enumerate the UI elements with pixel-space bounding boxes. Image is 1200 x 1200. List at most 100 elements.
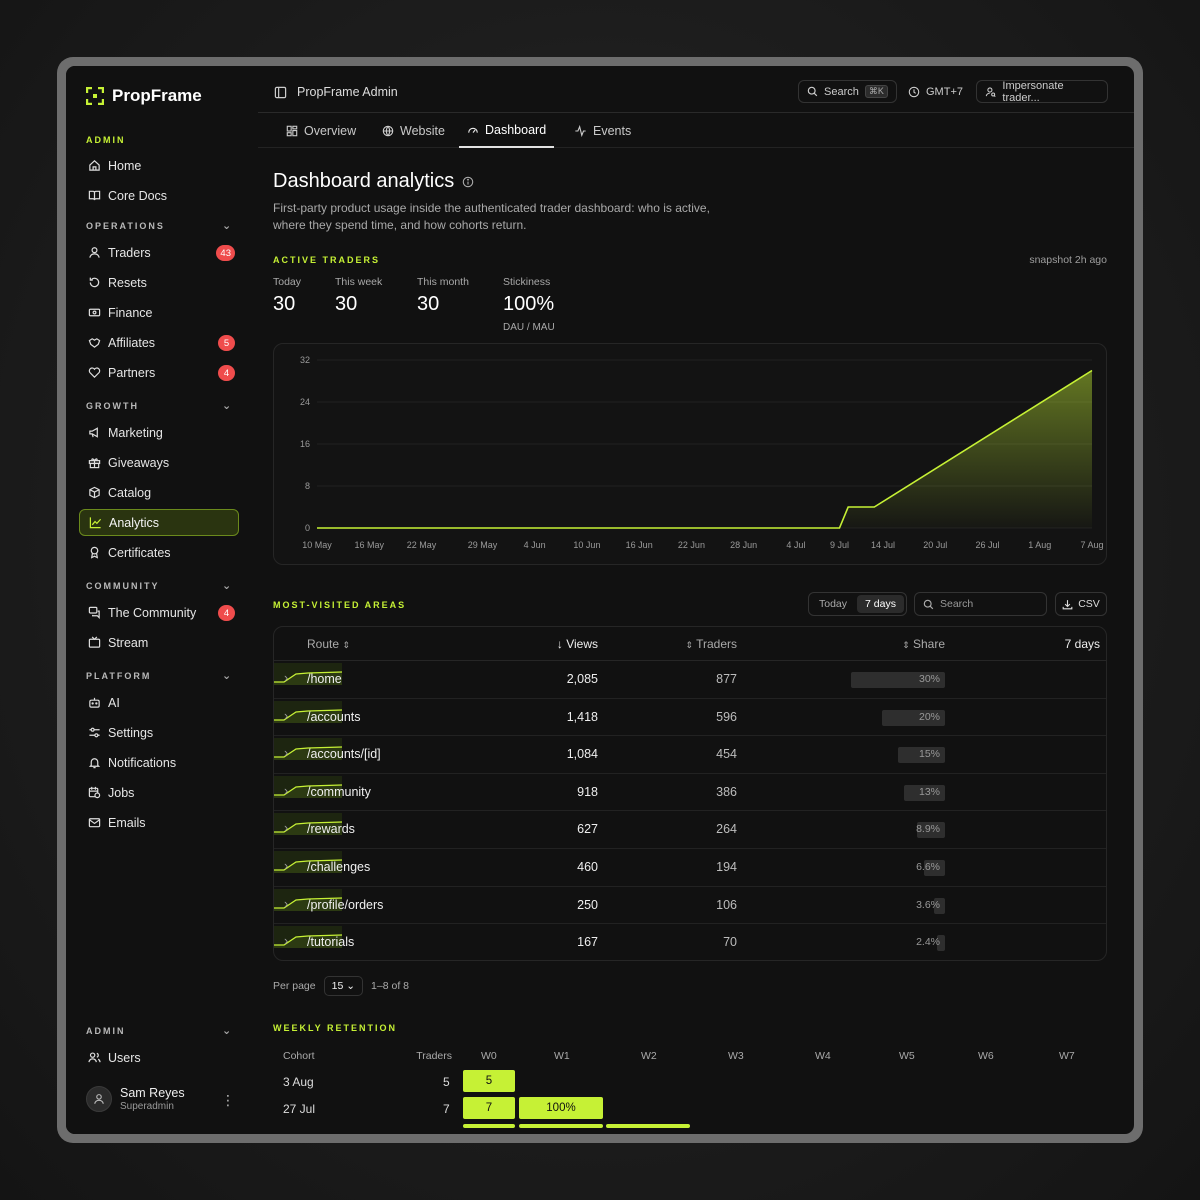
chevron-down-icon[interactable]: ⌄ [222,1025,232,1037]
table-row[interactable]: › /community 918 386 13% [274,774,1106,812]
top-bar: PropFrame Admin Search ⌘K GMT+7 Imperson… [258,66,1134,113]
sidebar-item-settings[interactable]: Settings [79,719,239,746]
sidebar-item-catalog[interactable]: Catalog [79,479,239,506]
device-frame: PropFrame ADMIN Home Core Docs OPERATION… [57,57,1143,1143]
sidebar-item-label: Analytics [109,515,160,530]
sliders-icon [87,726,101,740]
table-row[interactable]: › /rewards 627 264 8.9% [274,811,1106,849]
share-value: 13% [918,785,940,798]
sidebar-item-finance[interactable]: Finance [79,299,239,326]
sidebar-item-ai[interactable]: AI [79,689,239,716]
table-row[interactable]: › /accounts/[id] 1,084 454 15% [274,736,1106,774]
sidebar-item-the-community[interactable]: The Community 4 [79,599,239,626]
x-tick-label: 10 May [302,540,332,550]
chevron-down-icon[interactable]: ⌄ [222,670,232,682]
chevron-right-icon[interactable]: › [284,896,289,911]
app-name: PropFrame [112,86,202,105]
table-row[interactable]: › /challenges 460 194 6.6% [274,849,1106,887]
user-search-icon [985,86,996,97]
chevron-right-icon[interactable]: › [284,746,289,761]
table-row[interactable]: › /tutorials 167 70 2.4% [274,924,1106,960]
logo[interactable]: PropFrame [86,86,202,106]
section-admin[interactable]: ADMIN ⌄ [86,1025,231,1037]
users-icon [87,1051,101,1065]
sidebar-item-home[interactable]: Home [79,152,239,179]
chevron-right-icon[interactable]: › [284,934,289,949]
chevron-down-icon[interactable]: ⌄ [222,400,232,412]
column-views[interactable]: ↓ Views [557,637,598,651]
sidebar-toggle-icon[interactable] [274,86,287,99]
timezone-button[interactable]: GMT+7 [899,80,972,103]
chevron-right-icon[interactable]: › [284,708,289,723]
page-title: Dashboard analytics [273,170,474,193]
share-value: 8.9% [916,823,940,836]
chevron-right-icon[interactable]: › [284,859,289,873]
table-row[interactable]: › /accounts 1,418 596 20% [274,699,1106,737]
sidebar-item-giveaways[interactable]: Giveaways [79,449,239,476]
sparkline-area [274,935,342,949]
csv-export-button[interactable]: CSV [1055,592,1107,616]
sidebar-item-label: Partners [108,365,156,380]
range-today-button[interactable]: Today [819,598,848,610]
table-row[interactable]: › /profile/orders 250 106 3.6% [274,887,1106,925]
chevron-down-icon[interactable]: ⌄ [222,580,232,592]
x-tick-label: 16 Jun [626,540,653,550]
chevron-right-icon[interactable]: › [284,671,289,685]
column-traders[interactable]: ⇕ Traders [685,637,737,651]
sidebar-item-stream[interactable]: Stream [79,629,239,656]
gift-icon [87,456,101,470]
sidebar-item-analytics[interactable]: Analytics [79,509,239,536]
column-share[interactable]: ⇕ Share [902,637,945,651]
section-community[interactable]: COMMUNITY ⌄ [86,580,231,592]
trend-sparkline [274,813,343,836]
retention-column-header: W6 [978,1050,994,1062]
chevron-right-icon[interactable]: › [284,821,289,836]
search-button[interactable]: Search ⌘K [798,80,897,103]
sidebar-item-partners[interactable]: Partners 4 [79,359,239,386]
sidebar-item-certificates[interactable]: Certificates [79,539,239,566]
heart-handshake-icon [87,366,101,380]
traders-cell: 70 [723,935,737,950]
page-title-text: Dashboard analytics [273,170,455,192]
sidebar-item-traders[interactable]: Traders 43 [79,239,239,266]
sidebar-item-affiliates[interactable]: Affiliates 5 [79,329,239,356]
table-row[interactable]: › /home 2,085 877 30% [274,661,1106,699]
sparkline-line [274,671,343,683]
more-vertical-icon[interactable]: ⋮ [221,1092,235,1108]
user-profile[interactable]: Sam Reyes Superadmin [86,1086,185,1112]
sidebar-item-users[interactable]: Users [79,1044,239,1071]
views-cell: 167 [577,935,598,950]
most-visited-label: MOST-VISITED AREAS [273,600,407,610]
share-value: 6.6% [916,861,940,873]
x-tick-label: 22 Jun [678,540,705,550]
sidebar-item-jobs[interactable]: Jobs [79,779,239,806]
tab-website[interactable]: Website [374,114,453,148]
chevron-down-icon[interactable]: ⌄ [222,220,232,232]
column-trend: 7 days [1064,637,1100,651]
info-icon[interactable] [462,176,474,188]
views-cell: 918 [577,784,598,799]
sidebar-item-resets[interactable]: Resets [79,269,239,296]
section-growth[interactable]: GROWTH ⌄ [86,400,231,412]
section-operations[interactable]: OPERATIONS ⌄ [86,220,231,232]
tab-events[interactable]: Events [566,114,639,148]
tab-overview[interactable]: Overview [278,114,364,148]
sidebar-item-core-docs[interactable]: Core Docs [79,182,239,209]
chevron-right-icon[interactable]: › [284,783,289,798]
sidebar-item-marketing[interactable]: Marketing [79,419,239,446]
tab-dashboard[interactable]: Dashboard [459,114,555,148]
share-bar [851,672,945,688]
sidebar-item-label: The Community [108,605,197,620]
impersonate-button[interactable]: Impersonate trader... [976,80,1108,104]
per-page-select[interactable]: 15 ⌄ [323,976,364,996]
column-label: Share [912,637,945,651]
active-traders-label: ACTIVE TRADERS [273,255,381,265]
section-platform[interactable]: PLATFORM ⌄ [86,670,231,682]
areas-search-input[interactable]: Search [914,592,1047,616]
range-7-days-button[interactable]: 7 days [857,595,904,613]
sidebar-item-emails[interactable]: Emails [79,809,239,836]
share-bar [917,822,945,839]
column-route[interactable]: Route ⇕ [307,637,350,651]
sidebar-item-notifications[interactable]: Notifications [79,749,239,776]
sparkline-area [274,784,342,798]
